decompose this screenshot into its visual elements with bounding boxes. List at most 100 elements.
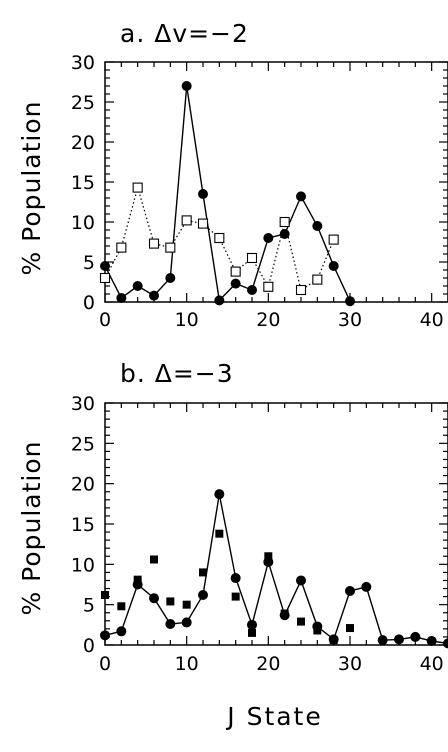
data-point [346, 624, 354, 633]
data-point [214, 295, 225, 306]
data-point [181, 215, 192, 226]
data-point [148, 238, 160, 249]
y-tick-label: 5 [83, 595, 95, 617]
data-point [328, 261, 339, 271]
y-tick-label: 0 [83, 292, 95, 314]
data-point [165, 273, 176, 283]
panel-a-ylabel: % Population [17, 100, 46, 275]
panel-a-xticks: 0 10 20 30 40 [99, 62, 448, 331]
data-point [345, 585, 355, 596]
panel-a-yticks: 0 5 10 15 20 25 30 [71, 52, 448, 314]
data-point [165, 619, 176, 630]
series-0-line [104, 85, 351, 302]
panel-b-xlabel: J State [225, 702, 323, 731]
panel-a-title: a. Δv=−2 [120, 19, 249, 48]
data-point [101, 590, 109, 599]
data-point [165, 242, 176, 253]
data-point [280, 609, 289, 618]
data-point [166, 597, 175, 606]
y-tick-label: 25 [71, 92, 95, 114]
data-point [297, 617, 305, 626]
x-tick-label: 40 [420, 309, 444, 331]
panel-b-yticks: 0 5 10 15 20 25 30 [71, 393, 448, 657]
x-tick-label: 10 [175, 653, 199, 675]
y-tick-label: 5 [83, 252, 95, 274]
data-point [230, 266, 241, 277]
panel-b: b. Δ=−3 % Population 0 5 10 15 20 25 30 0 10 20 3… [17, 359, 448, 731]
x-tick-label: 30 [338, 653, 362, 675]
x-tick-label: 20 [256, 309, 280, 331]
data-point [150, 555, 158, 564]
data-point [116, 626, 127, 637]
panel-b-ylabel: % Population [17, 440, 46, 615]
data-point [279, 216, 290, 228]
data-point [264, 552, 273, 561]
y-tick-label: 10 [71, 554, 95, 576]
data-point [328, 234, 339, 245]
panel-b-title: b. Δ=−3 [120, 359, 234, 388]
data-point [181, 81, 192, 91]
data-point [246, 252, 258, 264]
data-point [443, 638, 448, 649]
data-point [247, 285, 257, 295]
data-point [197, 218, 209, 229]
data-point [132, 182, 143, 193]
panel-a: a. Δv=−2 % Population 0 5 10 15 20 25 30 0 10 20… [17, 19, 448, 331]
y-tick-label: 15 [71, 172, 95, 194]
data-point [231, 592, 240, 601]
data-point [426, 635, 437, 646]
x-tick-label: 20 [256, 653, 280, 675]
data-point [181, 617, 192, 628]
data-point [214, 489, 225, 500]
data-point [117, 602, 126, 611]
series-0 [100, 81, 355, 307]
data-point [116, 293, 127, 303]
y-tick-label: 10 [71, 212, 95, 234]
data-point [312, 221, 323, 231]
data-point [149, 593, 159, 604]
data-point [410, 631, 421, 642]
data-point [263, 233, 274, 243]
y-tick-label: 20 [71, 132, 95, 154]
data-point [312, 274, 323, 285]
data-point [182, 600, 191, 609]
series-1 [101, 529, 354, 645]
x-tick-label: 0 [99, 653, 111, 675]
panel-b-frame [104, 402, 448, 646]
data-point [279, 229, 290, 239]
data-point [361, 581, 372, 592]
series-1 [99, 182, 339, 296]
data-point [377, 635, 388, 646]
data-point [247, 619, 257, 630]
data-point [198, 589, 208, 600]
series-1-line [104, 185, 335, 291]
data-point [100, 261, 110, 271]
panel-a-series [99, 81, 355, 307]
data-point [248, 628, 256, 637]
x-tick-label: 40 [420, 653, 444, 675]
series-0-line [104, 494, 448, 645]
data-point [116, 242, 127, 253]
y-tick-label: 15 [71, 514, 95, 536]
panel-b-xticks: 0 10 20 30 40 [99, 403, 448, 675]
y-tick-label: 30 [71, 393, 95, 415]
data-point [329, 636, 338, 645]
data-point [215, 529, 224, 538]
panel-b-series [100, 489, 448, 649]
x-tick-label: 30 [338, 309, 362, 331]
x-tick-label: 0 [99, 309, 111, 331]
data-point [230, 278, 241, 289]
data-point [263, 281, 274, 292]
data-point [296, 191, 306, 202]
data-point [214, 232, 225, 244]
data-point [149, 290, 159, 301]
y-tick-label: 25 [71, 433, 95, 455]
y-tick-label: 20 [71, 474, 95, 496]
data-point [198, 189, 208, 199]
data-point [99, 272, 111, 284]
data-point [133, 575, 142, 584]
data-point [345, 296, 355, 307]
y-tick-label: 30 [71, 52, 95, 74]
x-tick-label: 10 [175, 309, 199, 331]
